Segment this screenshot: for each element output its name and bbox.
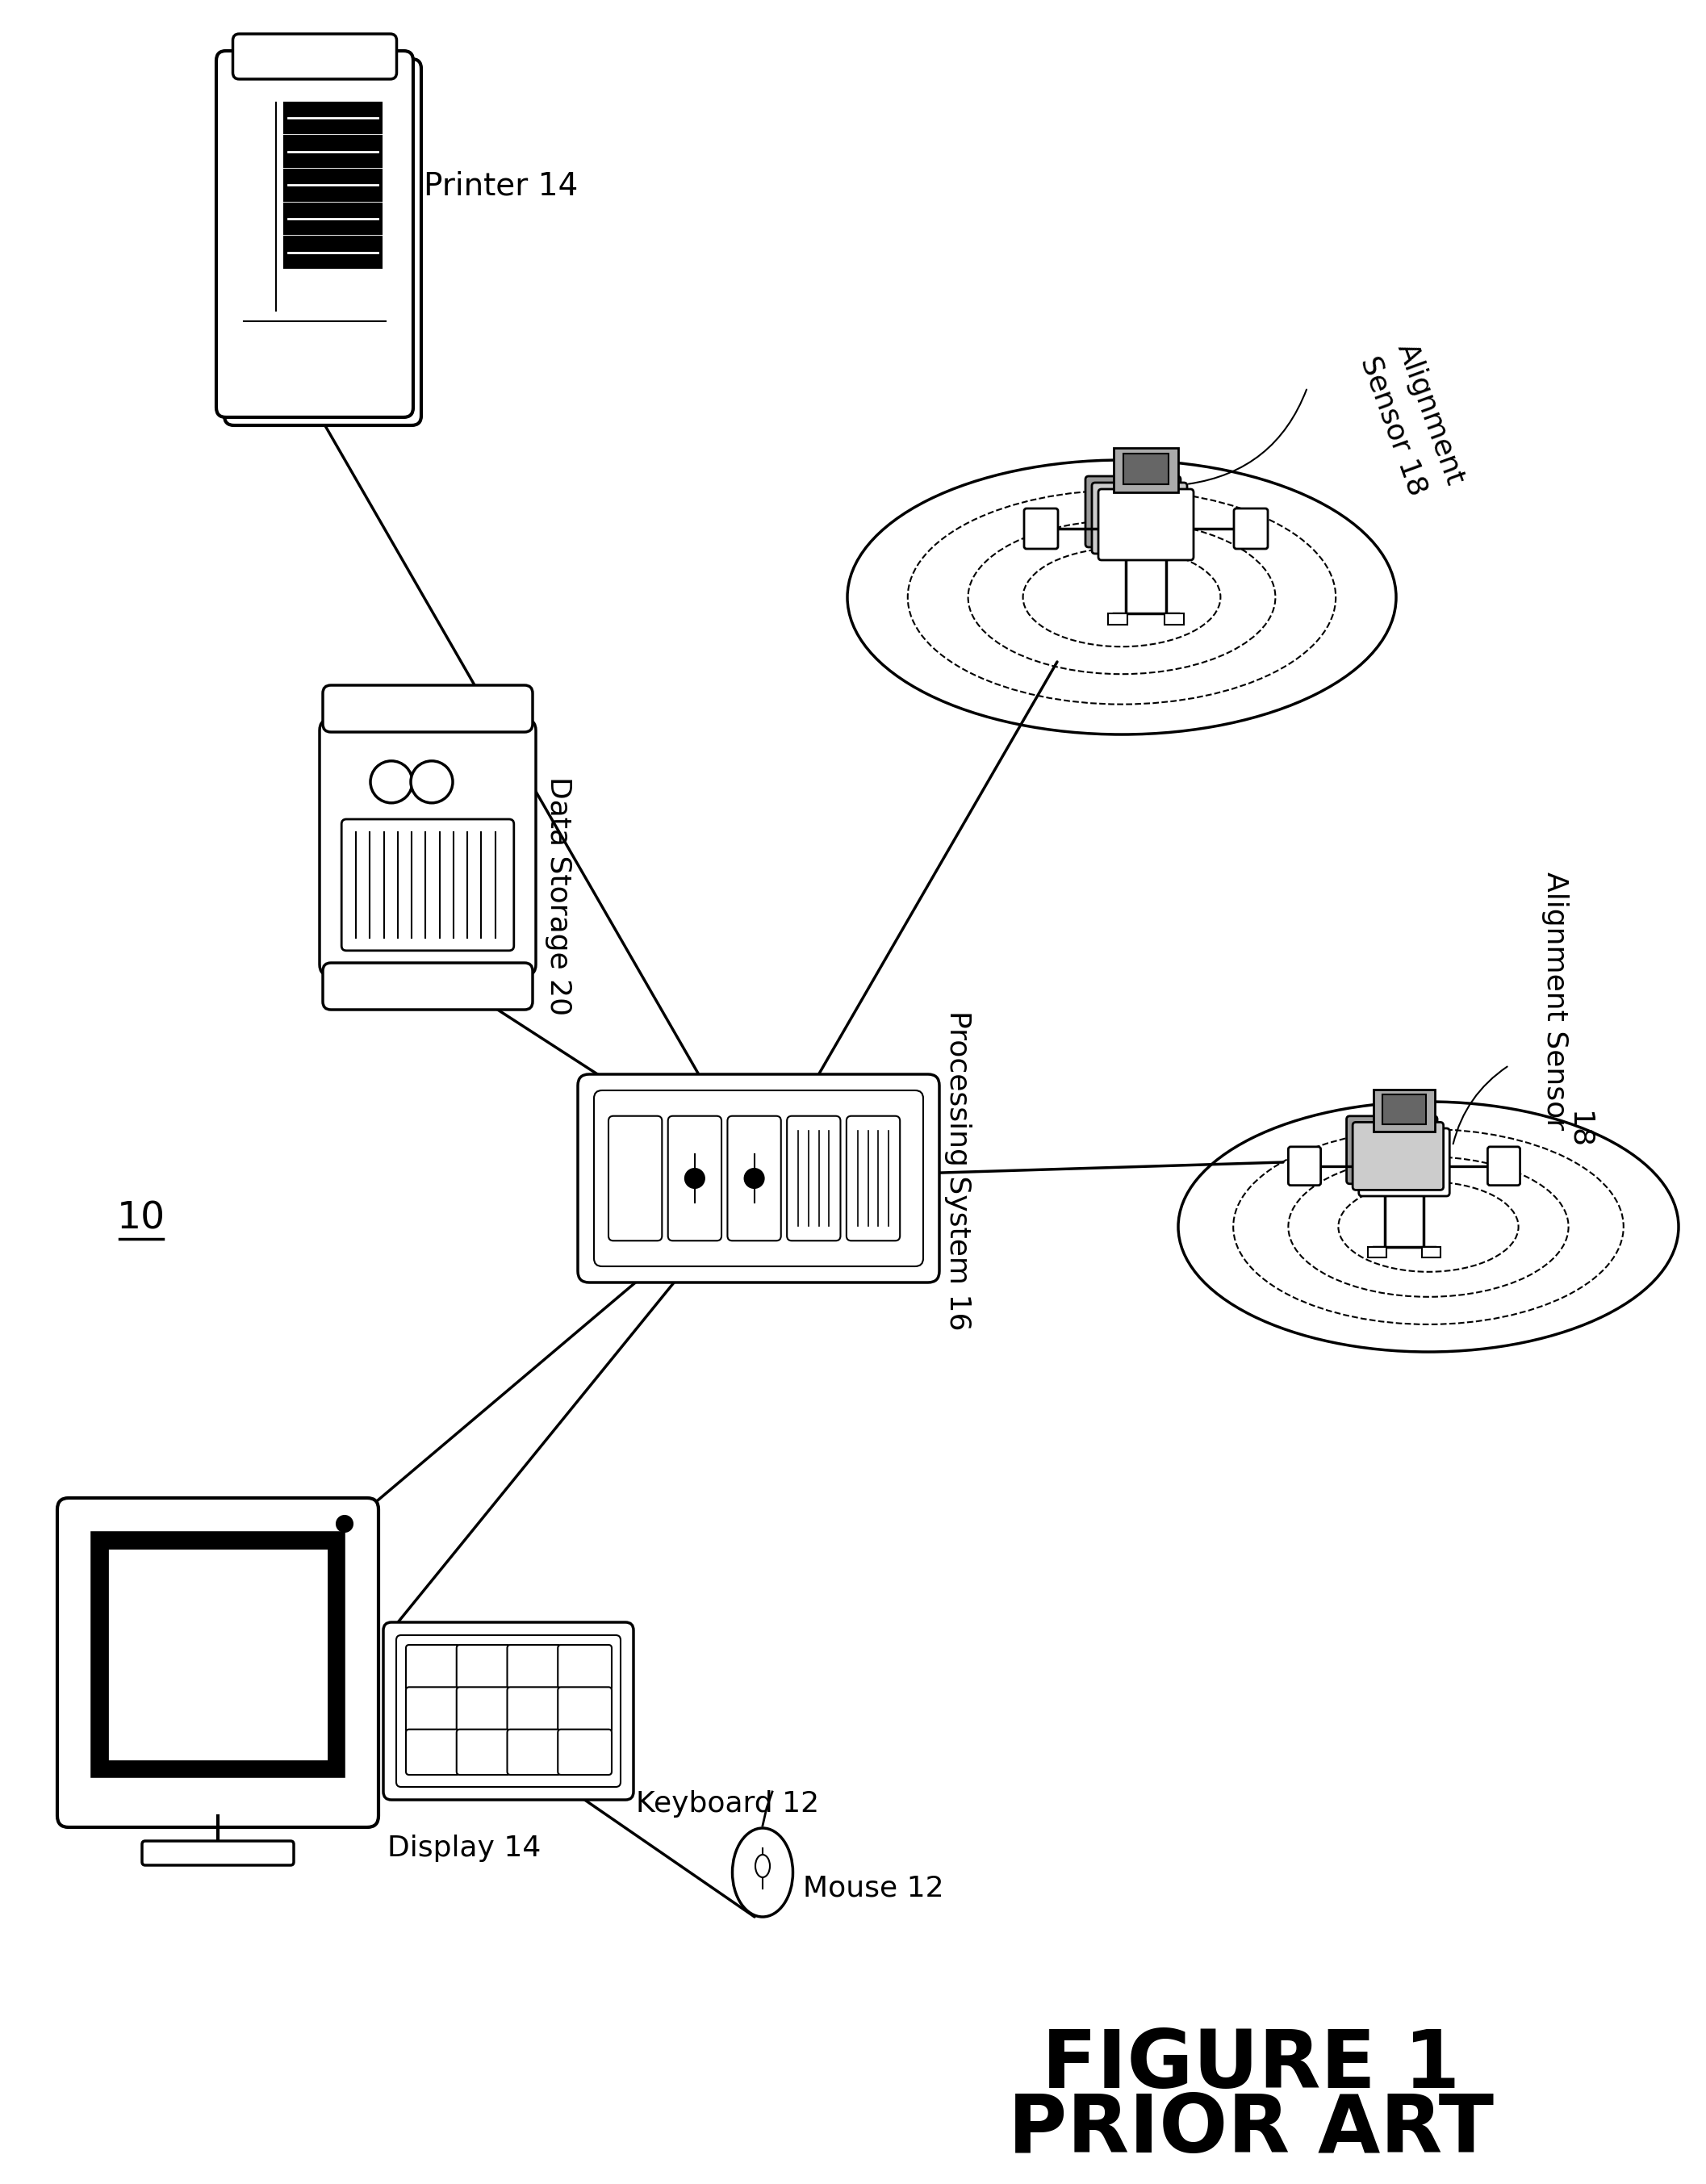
FancyBboxPatch shape (558, 1645, 612, 1690)
FancyBboxPatch shape (457, 1645, 510, 1690)
Circle shape (370, 760, 413, 804)
FancyBboxPatch shape (406, 1730, 461, 1776)
FancyBboxPatch shape (578, 1075, 940, 1282)
Circle shape (686, 1168, 705, 1188)
Bar (283, 203, 382, 234)
FancyBboxPatch shape (727, 1116, 781, 1241)
FancyBboxPatch shape (322, 686, 532, 732)
FancyBboxPatch shape (1358, 1129, 1450, 1197)
FancyBboxPatch shape (384, 1623, 633, 1800)
Bar (1114, 448, 1179, 491)
FancyBboxPatch shape (58, 1498, 379, 1828)
FancyBboxPatch shape (457, 1730, 510, 1776)
FancyBboxPatch shape (457, 1686, 510, 1732)
FancyBboxPatch shape (1233, 509, 1268, 548)
FancyBboxPatch shape (341, 819, 514, 950)
Text: FIGURE 1: FIGURE 1 (1042, 2027, 1460, 2105)
FancyBboxPatch shape (594, 1090, 923, 1267)
Bar (1107, 614, 1128, 625)
FancyBboxPatch shape (507, 1730, 561, 1776)
FancyBboxPatch shape (1085, 476, 1181, 548)
Bar (283, 103, 382, 133)
Bar (92, 1533, 343, 1776)
FancyBboxPatch shape (786, 1116, 841, 1241)
Bar (1384, 1094, 1426, 1125)
FancyBboxPatch shape (558, 1730, 612, 1776)
FancyBboxPatch shape (1024, 509, 1058, 548)
FancyBboxPatch shape (1099, 489, 1194, 559)
Bar (283, 236, 382, 269)
FancyBboxPatch shape (406, 1686, 461, 1732)
FancyBboxPatch shape (225, 59, 421, 426)
Circle shape (336, 1516, 353, 1531)
FancyBboxPatch shape (142, 1841, 293, 1865)
Bar (1368, 1247, 1387, 1258)
Bar (1165, 614, 1184, 625)
Text: Data Storage 20: Data Storage 20 (544, 775, 572, 1016)
FancyBboxPatch shape (232, 35, 396, 79)
FancyBboxPatch shape (1346, 1116, 1438, 1184)
FancyBboxPatch shape (846, 1116, 901, 1241)
FancyBboxPatch shape (322, 963, 532, 1009)
Text: Processing System 16: Processing System 16 (943, 1011, 972, 1330)
Text: Mouse 12: Mouse 12 (804, 1874, 943, 1902)
FancyBboxPatch shape (1288, 1147, 1320, 1186)
FancyBboxPatch shape (609, 1116, 662, 1241)
Text: 10: 10 (118, 1201, 165, 1236)
Text: Keyboard 12: Keyboard 12 (636, 1791, 819, 1817)
FancyBboxPatch shape (396, 1636, 621, 1787)
Bar (283, 170, 382, 201)
Circle shape (411, 760, 452, 804)
Text: Alignment Sensor: Alignment Sensor (1542, 871, 1570, 1129)
Bar (1421, 1247, 1440, 1258)
Text: Display 14: Display 14 (387, 1835, 541, 1863)
Text: PRIOR ART: PRIOR ART (1008, 2092, 1494, 2171)
Text: 18: 18 (1566, 1112, 1593, 1149)
FancyBboxPatch shape (1092, 483, 1187, 555)
Bar (107, 1548, 329, 1760)
Text: Printer 14: Printer 14 (423, 170, 578, 201)
Circle shape (744, 1168, 764, 1188)
Bar (1123, 454, 1169, 485)
Ellipse shape (756, 1854, 769, 1878)
FancyBboxPatch shape (507, 1686, 561, 1732)
FancyBboxPatch shape (669, 1116, 722, 1241)
FancyBboxPatch shape (558, 1686, 612, 1732)
Ellipse shape (732, 1828, 793, 1918)
Text: Alignment
Sensor 18: Alignment Sensor 18 (1356, 339, 1469, 502)
FancyBboxPatch shape (1353, 1123, 1443, 1190)
FancyBboxPatch shape (1488, 1147, 1520, 1186)
FancyBboxPatch shape (406, 1645, 461, 1690)
FancyBboxPatch shape (507, 1645, 561, 1690)
FancyBboxPatch shape (217, 50, 413, 417)
Bar (1373, 1090, 1435, 1131)
FancyBboxPatch shape (319, 719, 536, 976)
Bar (283, 135, 382, 166)
